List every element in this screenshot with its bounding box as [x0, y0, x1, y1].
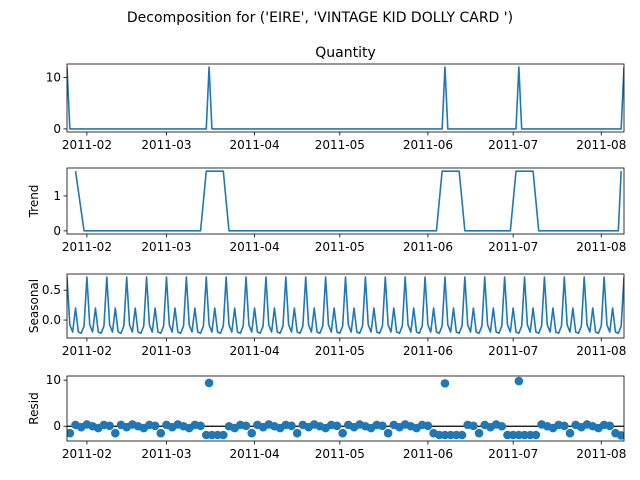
data-point [241, 421, 251, 431]
x-tick-label: 2011-02 [62, 240, 112, 254]
x-tick-label: 2011-07 [488, 447, 538, 461]
data-point [378, 421, 387, 431]
y-axis-label: Seasonal [27, 279, 41, 333]
data-point [514, 376, 524, 386]
x-tick-label: 2011-05 [315, 240, 365, 254]
x-tick-label: 2011-04 [229, 447, 279, 461]
data-point [338, 428, 347, 438]
series-line [67, 276, 624, 335]
y-tick-label: 0 [53, 419, 61, 433]
x-tick-label: 2011-02 [62, 138, 112, 152]
x-tick-label: 2011-08 [576, 138, 626, 152]
y-tick-label: 0 [53, 224, 61, 238]
x-tick-label: 2011-06 [403, 447, 453, 461]
x-tick-label: 2011-05 [315, 344, 365, 358]
subplot-4: Resid 0 10 2011-02 2011-03 2011-04 2011-05 2011… [27, 373, 626, 461]
x-tick-label: 2011-08 [576, 344, 626, 358]
data-point [531, 430, 541, 440]
y-tick-label: 10 [46, 373, 61, 387]
x-tick-label: 2011-03 [141, 344, 191, 358]
x-tick-label: 2011-02 [62, 447, 112, 461]
data-point [67, 428, 75, 438]
data-point [196, 421, 205, 431]
x-tick-label: 2011-08 [576, 447, 626, 461]
data-point [565, 428, 575, 438]
x-tick-label: 2011-02 [62, 344, 112, 358]
data-point [332, 421, 342, 431]
data-point [383, 428, 393, 438]
x-tick-label: 2011-03 [141, 138, 191, 152]
y-tick-label: 1 [53, 189, 61, 203]
axes-frame [66, 63, 625, 133]
series-line [67, 66, 624, 130]
data-point [219, 430, 228, 440]
data-point [423, 421, 433, 431]
x-tick-label: 2011-06 [403, 240, 453, 254]
data-series [67, 66, 624, 130]
x-tick-label: 2011-05 [315, 447, 365, 461]
x-tick-label: 2011-04 [229, 240, 279, 254]
x-tick-label: 2011-07 [488, 240, 538, 254]
data-point [440, 379, 450, 388]
x-tick-label: 2011-04 [229, 344, 279, 358]
data-series [74, 170, 622, 232]
axes-frame [66, 167, 625, 235]
subplot-title: Quantity [315, 45, 376, 61]
data-point [474, 428, 484, 438]
data-point [287, 421, 296, 431]
x-tick-label: 2011-03 [141, 447, 191, 461]
x-tick-label: 2011-06 [403, 138, 453, 152]
data-series [67, 376, 624, 440]
x-tick-label: 2011-04 [229, 138, 279, 152]
data-point [111, 428, 120, 438]
subplot-2: Trend 0 1 2011-02 2011-03 2011-04 2011-05 2011-… [27, 167, 626, 254]
axes-frame [66, 273, 625, 339]
x-tick-label: 2011-07 [488, 138, 538, 152]
data-point [247, 428, 257, 438]
data-point [204, 378, 214, 388]
data-point [469, 421, 478, 431]
y-tick-label: 0.0 [42, 313, 61, 327]
axes-frame [66, 375, 625, 442]
subplot-3: Seasonal 0.0 0.5 2011-02 2011-03 2011-04 2011-… [27, 273, 626, 358]
x-tick-label: 2011-07 [488, 344, 538, 358]
data-point [497, 421, 507, 431]
data-series [67, 276, 624, 335]
data-point [560, 421, 569, 431]
data-point [105, 421, 114, 431]
x-tick-label: 2011-08 [576, 240, 626, 254]
y-axis-label: Trend [27, 185, 41, 219]
y-tick-label: 0.5 [42, 283, 61, 297]
data-point [457, 430, 467, 440]
y-tick-label: 10 [46, 70, 61, 84]
x-tick-label: 2011-06 [403, 344, 453, 358]
data-point [156, 428, 166, 438]
data-point [605, 421, 615, 431]
data-point [292, 428, 302, 438]
series-line [74, 170, 622, 232]
subplot-1: Quantity 0 10 2011-02 2011-03 2011-04 2011-05 2… [46, 45, 627, 152]
x-tick-label: 2011-05 [315, 138, 365, 152]
y-tick-label: 0 [53, 122, 61, 136]
y-axis-label: Resid [27, 392, 41, 424]
data-point [616, 431, 624, 440]
figure-suptitle: Decomposition for ('EIRE', 'VINTAGE KID … [127, 10, 513, 26]
x-tick-label: 2011-03 [141, 240, 191, 254]
data-point [150, 421, 160, 431]
